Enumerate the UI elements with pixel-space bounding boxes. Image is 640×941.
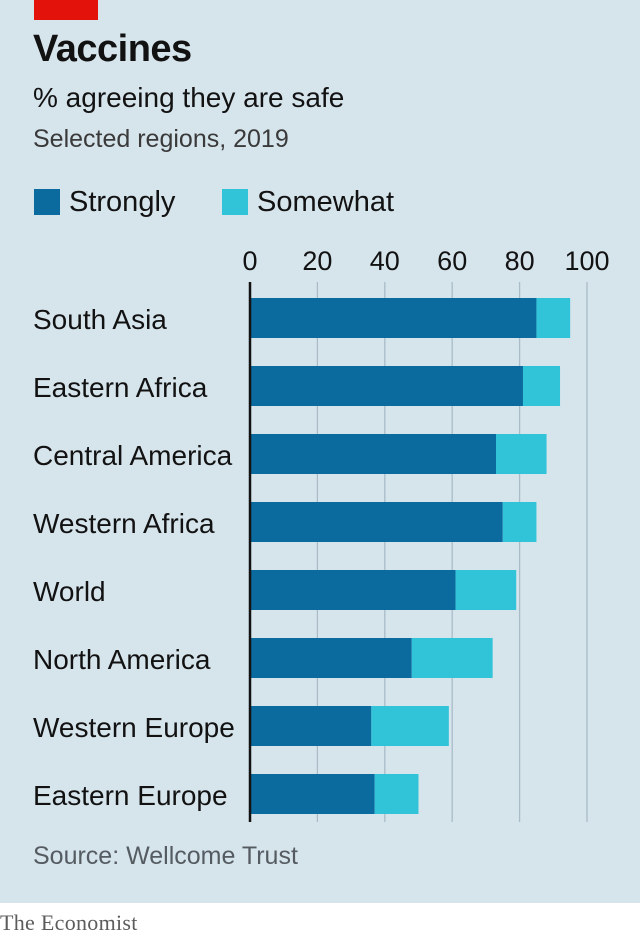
bar-somewhat <box>374 774 419 814</box>
brand-red-tag <box>34 0 98 20</box>
legend-swatch-strongly <box>34 189 60 215</box>
x-tick-label: 100 <box>564 246 609 276</box>
category-label: Central America <box>33 440 233 471</box>
bar-somewhat <box>502 502 537 542</box>
bar-strongly <box>250 774 375 814</box>
x-tick-label: 40 <box>370 246 400 276</box>
category-label: Western Africa <box>33 508 215 539</box>
legend-label-somewhat: Somewhat <box>257 185 395 218</box>
category-label: North America <box>33 644 211 675</box>
legend-swatch-somewhat <box>222 189 248 215</box>
bar-strongly <box>250 434 497 474</box>
bar-strongly <box>250 502 503 542</box>
bar-chart: 0 20 40 60 80 100 South Asia Eastern Africa Cent… <box>33 246 610 822</box>
chart-note: Selected regions, 2019 <box>33 125 289 153</box>
chart-title: Vaccines <box>33 28 192 70</box>
brand-logo-text: The Economist <box>0 910 138 935</box>
bar-somewhat <box>522 366 561 406</box>
bar-strongly <box>250 638 412 678</box>
bar-somewhat <box>496 434 547 474</box>
category-label: World <box>33 576 106 607</box>
bar-strongly <box>250 570 456 610</box>
category-label: Western Europe <box>33 712 235 743</box>
chart-subtitle: % agreeing they are safe <box>33 82 345 113</box>
source-note: Source: Wellcome Trust <box>33 842 298 870</box>
bar-somewhat <box>371 706 449 746</box>
bar-somewhat <box>455 570 517 610</box>
bar-strongly <box>250 706 372 746</box>
bar-strongly <box>250 366 523 406</box>
x-tick-label: 80 <box>505 246 535 276</box>
bar-somewhat <box>536 298 571 338</box>
legend-item-somewhat: Somewhat <box>222 185 394 219</box>
category-label: South Asia <box>33 304 167 335</box>
legend-label-strongly: Strongly <box>69 185 176 218</box>
bar-somewhat <box>411 638 493 678</box>
x-tick-label: 0 <box>242 246 257 276</box>
category-label: Eastern Africa <box>33 372 208 403</box>
x-tick-label: 20 <box>302 246 332 276</box>
category-label: Eastern Europe <box>33 780 228 811</box>
bar-strongly <box>250 298 537 338</box>
x-tick-label: 60 <box>437 246 467 276</box>
legend-item-strongly: Strongly <box>34 185 175 219</box>
